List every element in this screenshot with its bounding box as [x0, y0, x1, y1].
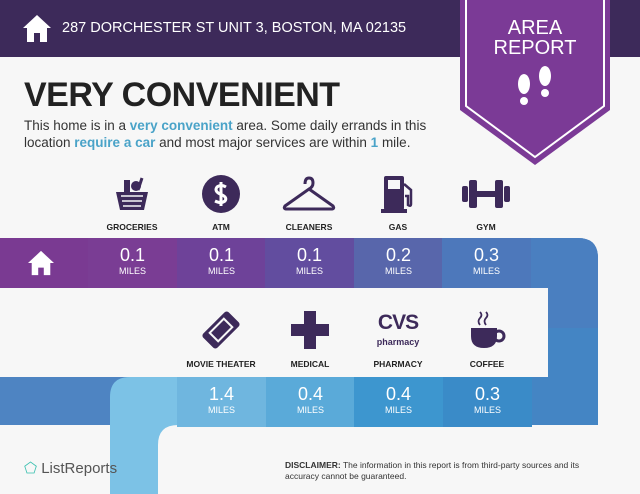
distance-cell: 0.3 MILES: [442, 238, 531, 288]
distance-unit: MILES: [473, 405, 501, 415]
distance-cell: 1.4 MILES: [177, 377, 266, 427]
area-report-badge: [460, 0, 610, 165]
disclaimer-text: The information in this report is from t…: [285, 460, 580, 481]
gas-pump-icon: [354, 174, 442, 216]
distance-value: 0.1: [208, 245, 235, 265]
distance-unit: MILES: [296, 405, 324, 415]
footprints-icon: [518, 66, 551, 105]
listreports-logo: ⬠ ListReports: [24, 460, 117, 478]
ticket-icon: [177, 310, 265, 352]
distance-value: 0.2: [385, 245, 412, 265]
svg-text:CVS: CVS: [378, 311, 419, 334]
coffee-cup-icon: [443, 310, 531, 352]
property-address: 287 DORCHESTER ST UNIT 3, BOSTON, MA 021…: [62, 20, 407, 36]
distance-cell: 0.1 MILES: [177, 238, 266, 288]
distance-unit: MILES: [118, 266, 146, 276]
desc-text: area. Some daily errands in this locatio…: [24, 118, 427, 150]
distance-cell: 0.1 MILES: [88, 238, 177, 288]
dollar-icon: [177, 174, 265, 216]
distance-unit: MILES: [472, 266, 500, 276]
logo-icon: ⬠: [24, 460, 38, 477]
desc-highlight: very convenient: [129, 118, 233, 133]
description: This home is in a very convenient area. …: [24, 117, 444, 151]
badge-line2: REPORT: [493, 37, 577, 59]
amenity-label: MOVIE THEATER: [186, 359, 256, 369]
amenity-label: PHARMACY: [373, 359, 423, 369]
amenity-label: MEDICAL: [290, 359, 330, 369]
distance-value: 0.1: [119, 245, 146, 265]
amenity-label: GAS: [388, 222, 408, 232]
distance-value: 0.4: [297, 384, 324, 404]
disclaimer-label: DISCLAIMER:: [285, 460, 341, 470]
distance-value: 0.3: [473, 245, 500, 265]
desc-text: mile.: [378, 135, 411, 150]
desc-highlight: 1: [370, 135, 379, 150]
distance-value: 0.3: [474, 384, 501, 404]
distance-unit: MILES: [384, 405, 412, 415]
dumbbell-icon: [442, 174, 530, 216]
medical-cross-icon: [266, 310, 354, 352]
distance-cell: 0.1 MILES: [265, 238, 354, 288]
distance-value: 0.1: [296, 245, 323, 265]
desc-text: This home is in a: [24, 118, 130, 133]
hanger-icon: [265, 174, 353, 216]
logo-text: ListReports: [41, 460, 118, 477]
home-icon: [28, 250, 54, 276]
distance-unit: MILES: [384, 266, 412, 276]
distance-unit: MILES: [207, 266, 235, 276]
desc-text: and most major services are within: [155, 135, 371, 150]
distance-cell: 0.4 MILES: [354, 377, 443, 427]
distance-cell: 0.4 MILES: [266, 377, 355, 427]
cvs-pharmacy-logo: CVS pharmacy: [354, 310, 442, 352]
home-icon: [23, 15, 51, 42]
distance-cell: 0.3 MILES: [443, 377, 532, 427]
distance-unit: MILES: [207, 405, 235, 415]
desc-highlight: require a car: [74, 135, 156, 150]
amenity-label: CLEANERS: [285, 222, 333, 232]
amenity-label: ATM: [212, 222, 230, 232]
amenity-label: COFFEE: [469, 359, 505, 369]
disclaimer: DISCLAIMER: The information in this repo…: [285, 460, 615, 482]
page-title: VERY CONVENIENT: [24, 76, 340, 114]
distance-cell: 0.2 MILES: [354, 238, 443, 288]
distance-value: 0.4: [385, 384, 412, 404]
badge-line1: AREA: [507, 17, 563, 39]
distance-unit: MILES: [295, 266, 323, 276]
svg-text:pharmacy: pharmacy: [377, 337, 420, 347]
amenity-label: GYM: [476, 222, 496, 232]
distance-value: 1.4: [208, 384, 235, 404]
grocery-basket-icon: [88, 174, 176, 216]
amenity-label: GROCERIES: [106, 222, 158, 232]
